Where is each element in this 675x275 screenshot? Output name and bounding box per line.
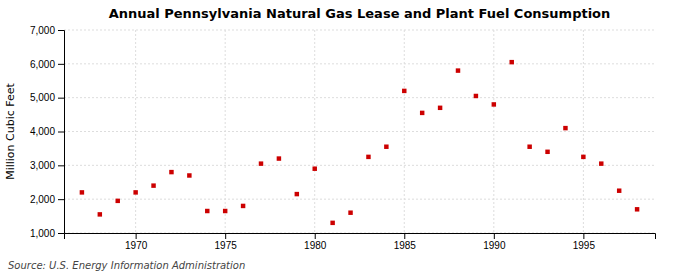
chart: 1970 1975 1980 1985 1990 1995 1,000 2,000 3,000 4… [0, 0, 675, 275]
point [402, 89, 406, 93]
tick-label: 1970 [125, 240, 148, 251]
tick-label: 3,000 [30, 160, 55, 171]
grid-line [64, 63, 655, 64]
tick: 7,000 [30, 25, 64, 36]
grid [64, 30, 655, 233]
point [348, 210, 352, 214]
tick: 1985 [394, 233, 417, 251]
tick-mark [58, 233, 64, 234]
tick: 1970 [125, 233, 148, 251]
tick: 1990 [483, 233, 506, 251]
x-axis: 1970 1975 1980 1985 1990 1995 [65, 233, 656, 251]
tick: 5,000 [30, 92, 64, 103]
grid-line [493, 30, 494, 233]
point [241, 204, 245, 208]
grid-line [583, 30, 584, 233]
tick: 6,000 [30, 59, 64, 70]
point [474, 94, 478, 98]
point [456, 68, 460, 72]
tick-label: 6,000 [30, 59, 55, 70]
tick-label: 2,000 [30, 194, 55, 205]
point [366, 155, 370, 159]
y-axis-title: Million Cubic Feet [4, 82, 17, 179]
tick: 1,000 [30, 228, 64, 239]
point [295, 192, 299, 196]
points [80, 60, 640, 225]
point [205, 209, 209, 213]
point [98, 212, 102, 216]
tick-mark [583, 233, 584, 239]
point [563, 126, 567, 130]
grid-line [135, 30, 136, 233]
point [330, 221, 334, 225]
point [492, 102, 496, 106]
point [384, 144, 388, 148]
tick-mark [315, 233, 316, 239]
title: Annual Pennsylvania Natural Gas Lease an… [109, 6, 611, 21]
tick-mark [225, 233, 226, 239]
grid-line [64, 30, 655, 31]
point [312, 166, 316, 170]
tick: 1995 [573, 233, 596, 251]
tick-mark [58, 132, 64, 133]
tick: 1980 [304, 233, 327, 251]
grid-line [64, 165, 655, 166]
annotation: Source: U.S. Energy Information Administ… [8, 260, 245, 271]
tick: 1975 [215, 233, 238, 251]
point [545, 150, 549, 154]
tick-mark [58, 165, 64, 166]
grid-line [64, 97, 655, 98]
point [617, 188, 621, 192]
tick-label: 7,000 [30, 25, 55, 36]
point [420, 111, 424, 115]
axis-line [58, 31, 65, 234]
axis-line [65, 234, 656, 240]
tick-mark [58, 98, 64, 99]
grid-line [64, 199, 655, 200]
tick: 2,000 [30, 194, 64, 205]
tick: 4,000 [30, 126, 64, 137]
grid-line [314, 30, 315, 233]
point [438, 106, 442, 110]
tick-label: 1980 [304, 240, 327, 251]
point [599, 161, 603, 165]
point [223, 209, 227, 213]
tick: 3,000 [30, 160, 64, 171]
point [169, 170, 173, 174]
point [527, 144, 531, 148]
grid-line [64, 131, 655, 132]
point [509, 60, 513, 64]
point [277, 156, 281, 160]
point [115, 199, 119, 203]
point [133, 190, 137, 194]
point [259, 161, 263, 165]
tick-label: 4,000 [30, 126, 55, 137]
tick-mark [58, 64, 64, 65]
tick-label: 1975 [215, 240, 238, 251]
tick-label: 1985 [394, 240, 417, 251]
tick-label: 1990 [483, 240, 506, 251]
tick-label: 1995 [573, 240, 596, 251]
plot: 1970 1975 1980 1985 1990 1995 1,000 2,000 3,000 4… [30, 25, 656, 251]
tick-mark [494, 233, 495, 239]
point [80, 190, 84, 194]
grid-line [225, 30, 226, 233]
point [187, 173, 191, 177]
tick-label: 5,000 [30, 92, 55, 103]
y-axis: 1,000 2,000 3,000 4,000 5,000 6,000 7,000 [30, 25, 65, 239]
point [151, 183, 155, 187]
tick-mark [404, 233, 405, 239]
tick-mark [58, 199, 64, 200]
tick-label: 1,000 [30, 228, 55, 239]
point [635, 207, 639, 211]
grid-line [404, 30, 405, 233]
point [581, 155, 585, 159]
tick-mark [136, 233, 137, 239]
tick-mark [58, 30, 64, 31]
